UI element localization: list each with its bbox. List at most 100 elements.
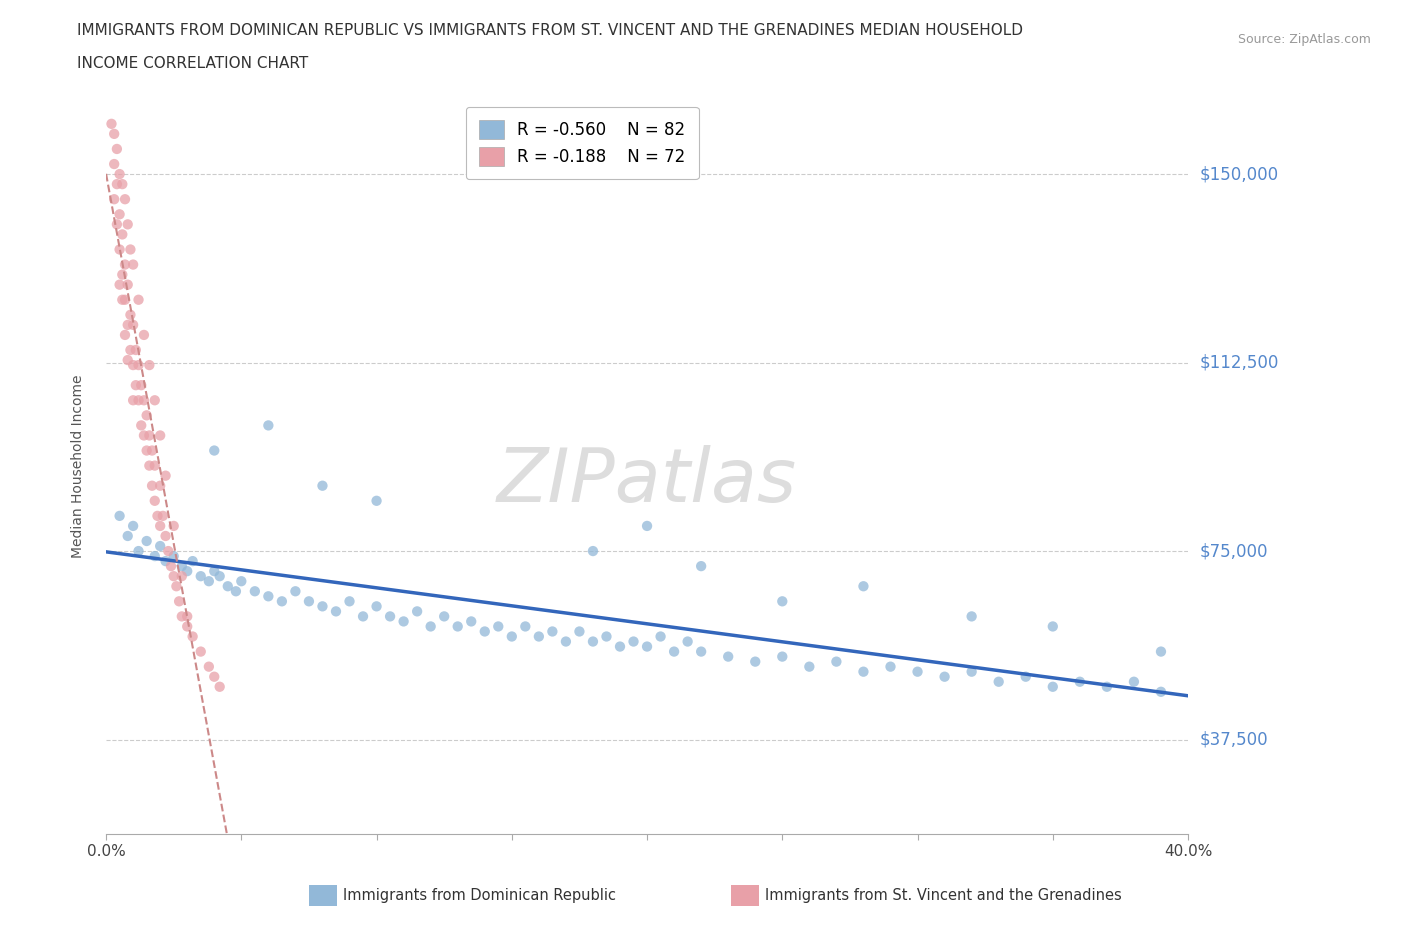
- Point: [165, 578, 187, 593]
- Point: [122, 519, 145, 534]
- Point: [155, 553, 177, 568]
- Point: [202, 443, 225, 458]
- Point: [163, 569, 186, 584]
- Point: [176, 564, 198, 578]
- Point: [1150, 684, 1173, 699]
- Point: [105, 141, 128, 156]
- Point: [111, 267, 134, 282]
- Point: [799, 659, 821, 674]
- Point: [406, 604, 429, 618]
- Point: [108, 277, 131, 292]
- Point: [120, 242, 142, 257]
- Point: [125, 378, 148, 392]
- Point: [284, 584, 307, 599]
- Point: [157, 544, 180, 559]
- Point: [103, 156, 125, 171]
- Point: [132, 392, 155, 407]
- Point: [460, 614, 482, 629]
- Point: [163, 549, 186, 564]
- Point: [176, 609, 198, 624]
- Point: [339, 594, 361, 609]
- Point: [690, 559, 713, 574]
- Text: IMMIGRANTS FROM DOMINICAN REPUBLIC VS IMMIGRANTS FROM ST. VINCENT AND THE GRENAD: IMMIGRANTS FROM DOMINICAN REPUBLIC VS IM…: [77, 23, 1024, 38]
- Point: [143, 392, 166, 407]
- Point: [433, 609, 456, 624]
- Text: $37,500: $37,500: [1199, 731, 1268, 749]
- Point: [163, 519, 186, 534]
- Y-axis label: Median Household Income: Median Household Income: [72, 375, 86, 558]
- Point: [447, 619, 470, 634]
- Point: [155, 468, 177, 483]
- Point: [125, 342, 148, 357]
- Point: [311, 599, 333, 614]
- Point: [202, 564, 225, 578]
- Point: [366, 493, 388, 508]
- Point: [129, 418, 152, 432]
- Point: [108, 509, 131, 524]
- Point: [987, 674, 1010, 689]
- Point: [907, 664, 929, 679]
- Point: [111, 177, 134, 192]
- Point: [541, 624, 564, 639]
- Point: [128, 292, 150, 307]
- Point: [1150, 644, 1173, 659]
- Point: [257, 418, 280, 432]
- Text: $75,000: $75,000: [1199, 542, 1268, 560]
- Point: [554, 634, 576, 649]
- Point: [676, 634, 699, 649]
- Point: [501, 629, 523, 644]
- Point: [120, 308, 142, 323]
- Point: [122, 257, 145, 272]
- Point: [135, 443, 157, 458]
- Point: [392, 614, 415, 629]
- Text: Source: ZipAtlas.com: Source: ZipAtlas.com: [1237, 33, 1371, 46]
- Point: [146, 509, 169, 524]
- Point: [143, 493, 166, 508]
- Text: $112,500: $112,500: [1199, 353, 1278, 372]
- Point: [105, 177, 128, 192]
- Point: [181, 629, 204, 644]
- Point: [1042, 679, 1064, 694]
- Point: [152, 509, 174, 524]
- Point: [122, 358, 145, 373]
- Point: [138, 358, 160, 373]
- Point: [149, 519, 172, 534]
- Point: [825, 654, 848, 669]
- Point: [352, 609, 374, 624]
- Point: [208, 569, 231, 584]
- Point: [138, 458, 160, 473]
- Point: [170, 559, 193, 574]
- Point: [325, 604, 347, 618]
- Point: [117, 217, 139, 232]
- Point: [122, 317, 145, 332]
- Point: [181, 553, 204, 568]
- Point: [143, 458, 166, 473]
- Point: [128, 544, 150, 559]
- Text: Immigrants from St. Vincent and the Grenadines: Immigrants from St. Vincent and the Gren…: [765, 888, 1122, 903]
- Point: [190, 644, 212, 659]
- Point: [366, 599, 388, 614]
- Point: [132, 428, 155, 443]
- Point: [117, 277, 139, 292]
- Point: [852, 664, 875, 679]
- Point: [198, 574, 221, 589]
- Point: [852, 578, 875, 593]
- Point: [170, 569, 193, 584]
- Point: [527, 629, 550, 644]
- Point: [160, 559, 183, 574]
- Point: [111, 292, 134, 307]
- Text: INCOME CORRELATION CHART: INCOME CORRELATION CHART: [77, 56, 308, 71]
- Point: [103, 192, 125, 206]
- Point: [114, 257, 136, 272]
- Point: [114, 192, 136, 206]
- Point: [190, 569, 212, 584]
- Point: [117, 528, 139, 543]
- Point: [167, 594, 190, 609]
- Point: [717, 649, 740, 664]
- Point: [143, 549, 166, 564]
- Point: [114, 327, 136, 342]
- Point: [568, 624, 591, 639]
- Point: [1015, 670, 1038, 684]
- Point: [114, 292, 136, 307]
- Point: [609, 639, 631, 654]
